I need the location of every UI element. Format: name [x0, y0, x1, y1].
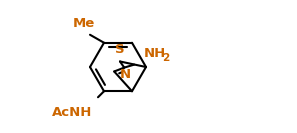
- Text: 2: 2: [162, 53, 170, 63]
- Text: Me: Me: [73, 17, 95, 30]
- Text: N: N: [120, 68, 131, 81]
- Text: S: S: [115, 43, 125, 57]
- Text: AcNH: AcNH: [52, 106, 92, 119]
- Text: NH: NH: [144, 47, 167, 60]
